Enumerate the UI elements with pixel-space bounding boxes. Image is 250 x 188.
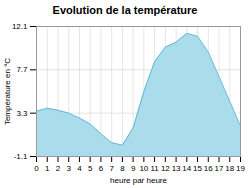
html-text:Evolution de la température: Evolution de la température [52, 4, 198, 16]
svg-text:3: 3 [66, 164, 71, 173]
svg-text:10: 10 [139, 164, 148, 173]
svg-text:15: 15 [193, 164, 202, 173]
svg-text:6: 6 [99, 164, 104, 173]
svg-text:1: 1 [45, 164, 50, 173]
svg-text:0: 0 [34, 164, 39, 173]
svg-text:14: 14 [182, 164, 191, 173]
svg-text:2: 2 [56, 164, 61, 173]
svg-text:8: 8 [120, 164, 125, 173]
svg-text:Température en °C: Température en °C [3, 58, 12, 125]
svg-text:5: 5 [88, 164, 93, 173]
svg-text:12: 12 [161, 164, 170, 173]
svg-text:11: 11 [150, 164, 159, 173]
svg-text:heure par heure: heure par heure [110, 176, 167, 185]
svg-text:7.7: 7.7 [16, 65, 28, 74]
svg-text:12.1: 12.1 [12, 22, 28, 31]
svg-text:19: 19 [236, 164, 245, 173]
svg-text:7: 7 [109, 164, 114, 173]
svg-text:17: 17 [215, 164, 224, 173]
svg-text:18: 18 [225, 164, 234, 173]
svg-text:3.3: 3.3 [16, 109, 28, 118]
svg-text:13: 13 [172, 164, 181, 173]
svg-text:16: 16 [204, 164, 213, 173]
svg-text:4: 4 [77, 164, 82, 173]
svg-text:9: 9 [131, 164, 136, 173]
svg-text:-1.1: -1.1 [14, 152, 28, 161]
